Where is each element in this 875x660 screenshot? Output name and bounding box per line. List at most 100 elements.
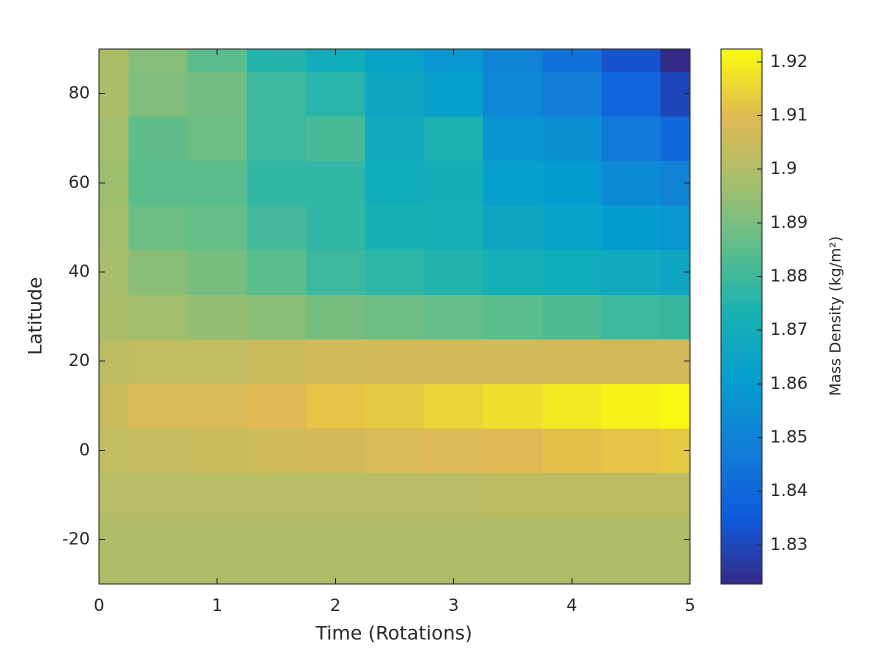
colorbar-swatch [721,548,762,554]
heatmap-cell [542,205,602,251]
colorbar-swatch [721,182,762,188]
colorbar-frame [720,48,763,585]
heatmap-cell [364,561,425,585]
colorbar-swatch [721,445,762,451]
y-tick-label: 20 [68,351,90,371]
heatmap-cell [187,205,248,251]
colorbar-swatch [721,285,762,291]
heatmap-cell [660,49,691,72]
heatmap-cell [246,49,307,72]
heatmap-cell [128,472,189,518]
colorbar-swatch [721,307,762,313]
heatmap-cell [364,517,425,563]
heatmap-cell [128,383,189,429]
heatmap-cell [424,338,484,384]
colorbar-swatch [721,267,762,273]
colorbar-swatch [721,66,762,72]
heatmap-cell [128,517,189,563]
heatmap-cell [305,383,366,429]
colorbar-swatch [721,164,762,170]
colorbar-tick-label: 1.92 [770,52,808,72]
colorbar-swatch [721,147,762,153]
colorbar-swatch [721,401,762,407]
colorbar-swatch [721,526,762,532]
colorbar-swatch [721,347,762,353]
x-tick-label: 1 [212,596,223,616]
y-tick-label: 80 [68,84,90,104]
heatmap-cell [246,561,307,585]
heatmap-cell [99,115,130,162]
heatmap-cell [542,71,602,117]
heatmap-cell [99,294,130,340]
colorbar-swatch [721,89,762,95]
colorbar-swatch [721,459,762,465]
heatmap-cell [483,49,543,72]
heatmap-cell [424,383,484,429]
colorbar-swatch [721,298,762,304]
heatmap-cell [542,517,602,563]
heatmap-cell [187,160,248,206]
colorbar-swatch [721,222,762,228]
colorbar-swatch [721,80,762,86]
colorbar-swatch [721,579,762,585]
heatmap-cell [424,49,484,72]
heatmap-cell [246,338,307,384]
colorbar-tick-label: 1.84 [770,481,808,501]
heatmap-cell [601,427,662,474]
heatmap-cell [187,49,248,72]
heatmap-cell [305,115,366,162]
x-tick-label: 5 [685,596,696,616]
colorbar-swatch [721,303,762,309]
colorbar-tick-label: 1.88 [770,267,808,287]
colorbar-tick-label: 1.87 [770,320,808,340]
heatmap-cell [483,472,543,518]
colorbar-swatch [721,454,762,460]
heatmap-cell [364,205,425,251]
heatmap-cell [128,160,189,206]
heatmap-cell [424,517,484,563]
heatmap-cell [364,294,425,340]
colorbar-swatch [721,280,762,286]
colorbar-swatch [721,258,762,264]
colorbar-swatch [721,503,762,509]
heatmap-cell [187,294,248,340]
colorbar-swatch [721,213,762,220]
heatmap-cell [128,71,189,117]
heatmap-cell [483,338,543,384]
heatmap-cell [187,472,248,518]
heatmap-cell [99,561,130,585]
colorbar-swatch [721,249,762,255]
heatmap-cell [424,561,484,585]
colorbar-swatch [721,57,762,63]
colorbar-swatch [721,561,762,567]
heatmap-cell [660,561,691,585]
heatmap-cell [246,517,307,563]
heatmap-cell [424,205,484,251]
colorbar-swatch [721,124,762,130]
colorbar-swatch [721,75,762,81]
heatmap-cell [187,115,248,162]
colorbar-swatch [721,338,762,344]
heatmap-cell [364,249,425,295]
heatmap-cell [246,472,307,518]
heatmap-cell [128,427,189,474]
heatmap-cell [424,115,484,162]
colorbar-swatch [721,405,762,411]
colorbar-swatch [721,570,762,576]
colorbar-swatch [721,485,762,491]
colorbar-swatch [721,187,762,193]
heatmap-cell [246,71,307,117]
colorbar-swatch [721,575,762,581]
heatmap-cell [246,115,307,162]
heatmap-cell [424,472,484,518]
colorbar-swatch [721,173,762,179]
heatmap-cell [305,49,366,72]
colorbar-swatch [721,200,762,206]
heatmap-cell [246,205,307,251]
heatmap-cell [601,338,662,384]
heatmap-cell [660,115,691,162]
colorbar-swatch [721,378,762,384]
colorbar-swatch [721,512,762,518]
heatmap-cell [99,205,130,251]
colorbar-swatch [721,423,762,429]
